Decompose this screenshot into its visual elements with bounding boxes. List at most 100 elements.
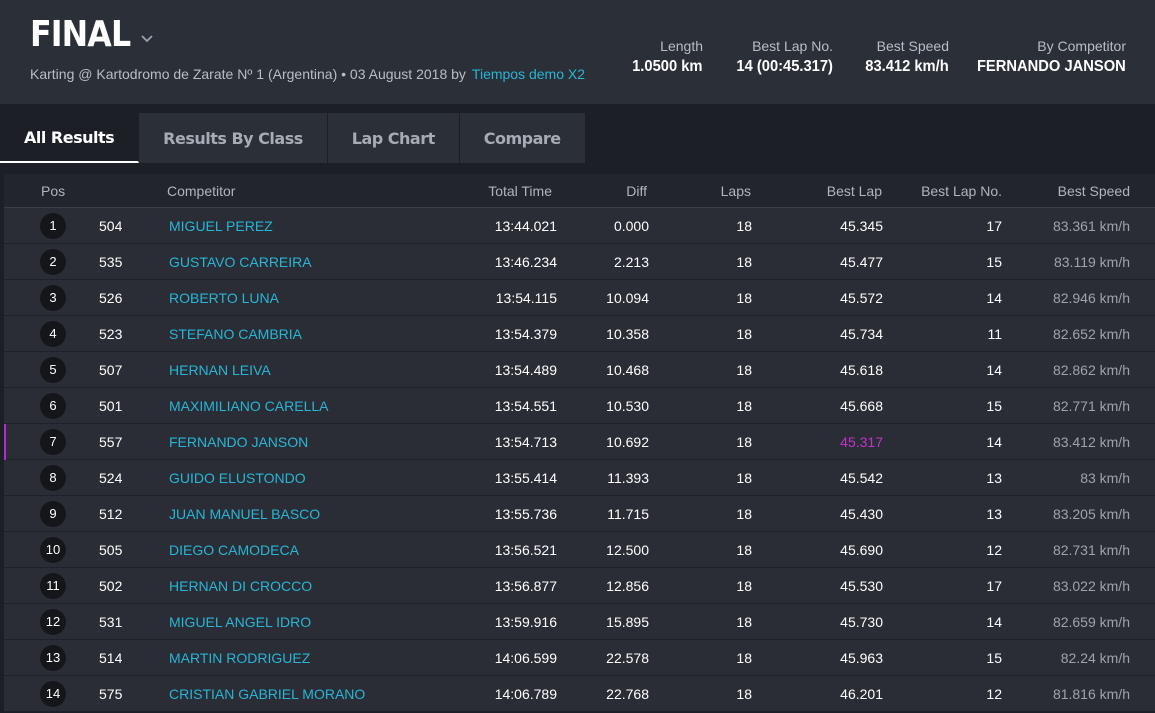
kart-number: 524	[99, 469, 123, 486]
position-badge: 6	[40, 392, 66, 419]
competitor-link[interactable]: STEFANO CAMBRIA	[169, 325, 303, 342]
best-speed: 83 km/h	[1080, 469, 1130, 486]
tab-lap-chart[interactable]: Lap Chart	[327, 113, 460, 163]
diff: 22.578	[606, 649, 649, 666]
competitor-link[interactable]: MIGUEL PEREZ	[169, 217, 273, 234]
event-header: FINAL Karting @ Kartodromo de Zarate Nº …	[0, 0, 1155, 104]
best-speed: 83.119 km/h	[1053, 253, 1130, 270]
col-pos[interactable]: Pos	[41, 182, 66, 199]
table-row[interactable]: 8 524 GUIDO ELUSTONDO 13:55.414 11.393 18 45.5…	[4, 460, 1155, 496]
table-row[interactable]: 4 523 STEFANO CAMBRIA 13:54.379 10.358 18 45.7…	[4, 316, 1155, 352]
best-lap: 45.730	[840, 613, 883, 630]
table-row[interactable]: 9 512 JUAN MANUEL BASCO 13:55.736 11.715 18 45…	[4, 496, 1155, 532]
laps: 18	[736, 433, 752, 450]
best-speed: 82.659 km/h	[1052, 613, 1130, 630]
competitor-link[interactable]: MARTIN RODRIGUEZ	[169, 649, 311, 666]
position-badge: 8	[40, 464, 66, 491]
kart-number: 505	[99, 541, 123, 558]
position-badge: 12	[40, 608, 66, 635]
kart-number: 575	[99, 685, 123, 702]
best-lap: 45.963	[840, 649, 883, 666]
best-lap-no: 14	[986, 613, 1002, 630]
laps: 18	[736, 253, 752, 270]
best-speed: 81.816 km/h	[1052, 685, 1130, 702]
col-laps[interactable]: Laps	[720, 182, 751, 199]
kart-number: 504	[99, 217, 123, 234]
best-lap-no: 15	[986, 649, 1002, 666]
table-row[interactable]: 12 531 MIGUEL ANGEL IDRO 13:59.916 15.895 18 4…	[4, 604, 1155, 640]
best-lap: 45.430	[840, 505, 883, 522]
table-row[interactable]: 1 504 MIGUEL PEREZ 13:44.021 0.000 18 45.345 17…	[4, 208, 1155, 244]
col-best-speed[interactable]: Best Speed	[1057, 182, 1130, 199]
results-tabs: All Results Results By Class Lap Chart C…	[0, 113, 586, 163]
competitor-link[interactable]: CRISTIAN GABRIEL MORANO	[169, 685, 366, 702]
table-row[interactable]: 5 507 HERNAN LEIVA 13:54.489 10.468 18 45.618 1…	[4, 352, 1155, 388]
position-badge: 10	[40, 536, 66, 563]
diff: 10.468	[606, 361, 649, 378]
col-best-lap-no[interactable]: Best Lap No.	[921, 182, 1002, 199]
total-time: 13:54.379	[494, 325, 557, 342]
stat-value: 14 (00:45.317)	[736, 58, 833, 75]
total-time: 13:44.021	[494, 217, 557, 234]
best-lap: 45.618	[840, 361, 883, 378]
best-speed: 82.24 km/h	[1060, 649, 1130, 666]
diff: 10.692	[606, 433, 649, 450]
best-speed: 83.361 km/h	[1052, 217, 1130, 234]
best-lap-no: 11	[987, 325, 1002, 342]
stat-label: Best Speed	[876, 38, 949, 54]
competitor-link[interactable]: GUSTAVO CARREIRA	[169, 253, 312, 270]
table-row[interactable]: 10 505 DIEGO CAMODECA 13:56.521 12.500 18 45.6…	[4, 532, 1155, 568]
tab-results-by-class[interactable]: Results By Class	[139, 113, 328, 163]
diff: 15.895	[606, 613, 649, 630]
kart-number: 502	[99, 577, 123, 594]
table-row[interactable]: 6 501 MAXIMILIANO CARELLA 13:54.551 10.530 18…	[4, 388, 1155, 424]
kart-number: 535	[99, 253, 123, 270]
competitor-link[interactable]: JUAN MANUEL BASCO	[169, 505, 321, 522]
competitor-link[interactable]: DIEGO CAMODECA	[169, 541, 299, 558]
diff: 11.715	[607, 505, 649, 522]
col-competitor[interactable]: Competitor	[167, 182, 236, 199]
position-badge: 14	[40, 680, 66, 707]
table-row[interactable]: 13 514 MARTIN RODRIGUEZ 14:06.599 22.578 18 45…	[4, 640, 1155, 676]
total-time: 13:59.916	[494, 613, 557, 630]
tab-compare[interactable]: Compare	[459, 113, 586, 163]
author-link[interactable]: Tiempos demo X2	[471, 66, 586, 82]
kart-number: 557	[99, 433, 123, 450]
table-row[interactable]: 3 526 ROBERTO LUNA 13:54.115 10.094 18 45.572 1…	[4, 280, 1155, 316]
col-total-time[interactable]: Total Time	[488, 182, 552, 199]
competitor-link[interactable]: HERNAN LEIVA	[169, 361, 271, 378]
position-badge: 1	[40, 212, 66, 239]
table-row[interactable]: 14 575 CRISTIAN GABRIEL MORANO 14:06.789 22.…	[4, 676, 1155, 712]
chevron-down-icon[interactable]	[138, 29, 156, 47]
event-info: Karting @ Kartodromo de Zarate Nº 1 (Arg…	[30, 66, 466, 82]
laps: 18	[736, 541, 752, 558]
diff: 10.358	[606, 325, 649, 342]
total-time: 14:06.599	[494, 649, 557, 666]
col-diff[interactable]: Diff	[626, 182, 647, 199]
table-row[interactable]: 11 502 HERNAN DI CROCCO 13:56.877 12.856 18 45…	[4, 568, 1155, 604]
total-time: 13:54.713	[494, 433, 557, 450]
table-body: 1 504 MIGUEL PEREZ 13:44.021 0.000 18 45.345 17…	[4, 208, 1155, 712]
best-lap: 45.542	[840, 469, 883, 486]
best-lap: 45.734	[840, 325, 883, 342]
competitor-link[interactable]: GUIDO ELUSTONDO	[169, 469, 306, 486]
best-lap: 45.690	[840, 541, 883, 558]
event-subtitle: Karting @ Kartodromo de Zarate Nº 1 (Arg…	[30, 64, 590, 84]
stat-value: 1.0500 km	[632, 58, 703, 75]
table-row[interactable]: 2 535 GUSTAVO CARREIRA 13:46.234 2.213 18 45.4…	[4, 244, 1155, 280]
best-speed: 82.771 km/h	[1052, 397, 1130, 414]
diff: 12.856	[606, 577, 649, 594]
best-lap-no: 13	[986, 469, 1002, 486]
table-row[interactable]: 7 557 FERNANDO JANSON 13:54.713 10.692 18 45.3…	[4, 424, 1155, 460]
best-speed: 83.412 km/h	[1052, 433, 1130, 450]
tab-all-results[interactable]: All Results	[0, 113, 140, 163]
laps: 18	[736, 577, 752, 594]
total-time: 13:54.489	[494, 361, 557, 378]
competitor-link[interactable]: ROBERTO LUNA	[169, 289, 279, 306]
competitor-link[interactable]: MIGUEL ANGEL IDRO	[169, 613, 312, 630]
competitor-link[interactable]: MAXIMILIANO CARELLA	[169, 397, 329, 414]
col-best-lap[interactable]: Best Lap	[826, 182, 882, 199]
competitor-link[interactable]: HERNAN DI CROCCO	[169, 577, 313, 594]
kart-number: 514	[99, 649, 123, 666]
competitor-link[interactable]: FERNANDO JANSON	[169, 433, 309, 450]
